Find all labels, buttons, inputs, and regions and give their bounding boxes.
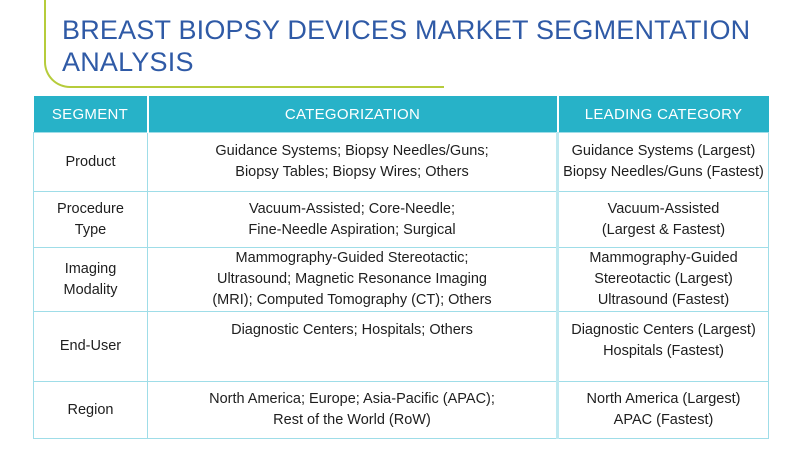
segment-cell: Imaging Modality [33, 247, 148, 312]
segment-cell: Region [33, 381, 148, 439]
segmentation-table: SEGMENT CATEGORIZATION LEADING CATEGORY … [33, 96, 769, 439]
categorization-cell: North America; Europe; Asia-Pacific (APA… [147, 381, 558, 439]
header-categorization: CATEGORIZATION [146, 96, 558, 133]
categorization-cell: Guidance Systems; Biopsy Needles/Guns; B… [147, 132, 558, 192]
leading-category-cell: Guidance Systems (Largest) Biopsy Needle… [556, 132, 769, 192]
page-title: BREAST BIOPSY DEVICES MARKET SEGMENTATIO… [62, 15, 751, 77]
segment-cell: Procedure Type [33, 191, 148, 248]
leading-category-cell: Mammography-Guided Stereotactic (Largest… [556, 247, 769, 312]
header-leading-category: LEADING CATEGORY [556, 96, 769, 133]
categorization-cell: Mammography-Guided Stereotactic; Ultraso… [147, 247, 558, 312]
categorization-cell: Diagnostic Centers; Hospitals; Others [147, 311, 558, 382]
table-row: Region North America; Europe; Asia-Pacif… [33, 381, 769, 439]
table-row: Product Guidance Systems; Biopsy Needles… [33, 132, 769, 192]
table-row: End-User Diagnostic Centers; Hospitals; … [33, 311, 769, 382]
leading-category-cell: North America (Largest) APAC (Fastest) [556, 381, 769, 439]
leading-category-cell: Vacuum-Assisted (Largest & Fastest) [556, 191, 769, 248]
header-segment: SEGMENT [33, 96, 148, 133]
title-accent-line [44, 0, 444, 88]
categorization-cell: Vacuum-Assisted; Core-Needle; Fine-Needl… [147, 191, 558, 248]
segment-cell: End-User [33, 311, 148, 382]
table-row: Procedure Type Vacuum-Assisted; Core-Nee… [33, 191, 769, 248]
leading-category-cell: Diagnostic Centers (Largest) Hospitals (… [556, 311, 769, 382]
table-header-row: SEGMENT CATEGORIZATION LEADING CATEGORY [33, 96, 769, 133]
segment-cell: Product [33, 132, 148, 192]
table-row: Imaging Modality Mammography-Guided Ster… [33, 247, 769, 312]
